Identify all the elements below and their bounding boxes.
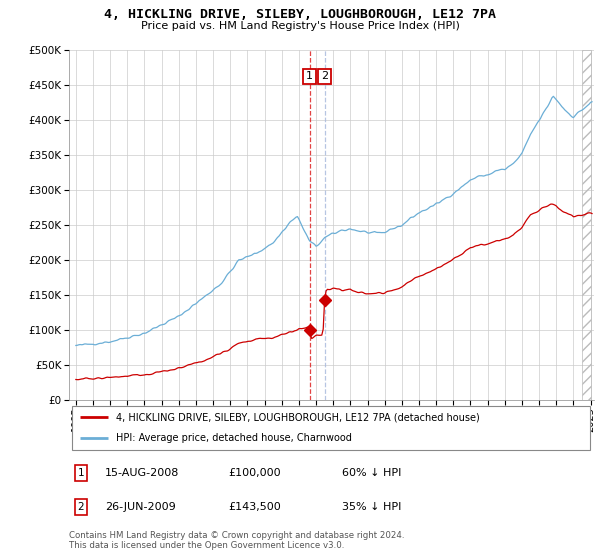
Text: 2: 2	[77, 502, 85, 512]
Text: 4, HICKLING DRIVE, SILEBY, LOUGHBOROUGH, LE12 7PA (detached house): 4, HICKLING DRIVE, SILEBY, LOUGHBOROUGH,…	[116, 412, 480, 422]
Text: 4, HICKLING DRIVE, SILEBY, LOUGHBOROUGH, LE12 7PA: 4, HICKLING DRIVE, SILEBY, LOUGHBOROUGH,…	[104, 8, 496, 21]
Text: 26-JUN-2009: 26-JUN-2009	[105, 502, 176, 512]
Text: 1: 1	[77, 468, 85, 478]
Text: 15-AUG-2008: 15-AUG-2008	[105, 468, 179, 478]
Text: 2: 2	[321, 71, 328, 81]
Text: Price paid vs. HM Land Registry's House Price Index (HPI): Price paid vs. HM Land Registry's House …	[140, 21, 460, 31]
Text: 1: 1	[306, 71, 313, 81]
Text: £143,500: £143,500	[228, 502, 281, 512]
Text: 35% ↓ HPI: 35% ↓ HPI	[342, 502, 401, 512]
Text: 60% ↓ HPI: 60% ↓ HPI	[342, 468, 401, 478]
Text: Contains HM Land Registry data © Crown copyright and database right 2024.
This d: Contains HM Land Registry data © Crown c…	[69, 531, 404, 550]
Text: HPI: Average price, detached house, Charnwood: HPI: Average price, detached house, Char…	[116, 433, 352, 444]
Text: £100,000: £100,000	[228, 468, 281, 478]
FancyBboxPatch shape	[71, 406, 590, 450]
